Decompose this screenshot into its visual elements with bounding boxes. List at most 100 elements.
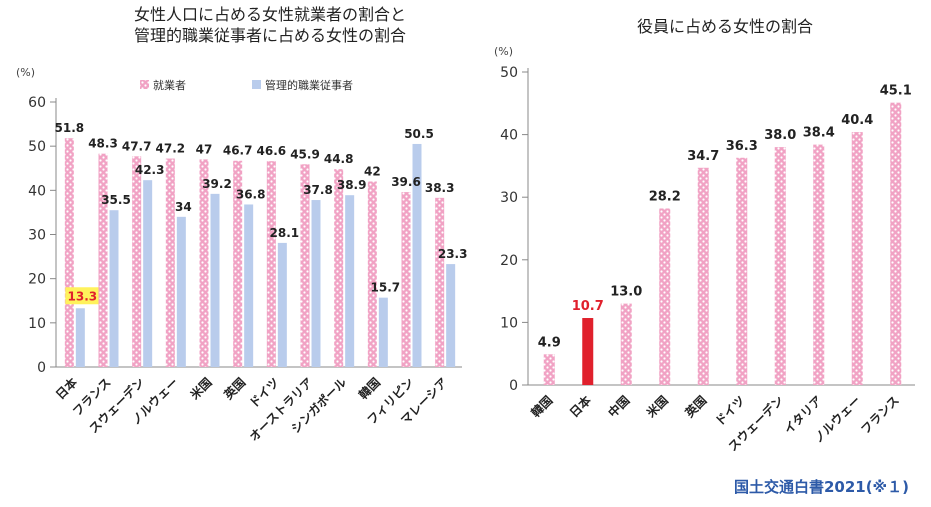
chart1-bar-managers-5 <box>244 204 254 367</box>
chart1-label-managers-11: 23.3 <box>438 247 468 261</box>
chart2-bar-7 <box>813 144 825 385</box>
chart1-label-employed-3: 47.2 <box>156 142 186 156</box>
chart2-category-9: フランス <box>858 393 902 437</box>
chart1-legend-swatch-employed <box>140 80 149 89</box>
chart2-bar-8 <box>851 132 863 385</box>
chart1-bar-managers-1 <box>109 210 119 367</box>
chart1-ytick-label-3: 30 <box>28 228 46 244</box>
chart1-bar-managers-10 <box>412 143 422 367</box>
chart1-label-managers-10: 50.5 <box>404 127 434 141</box>
chart1-title-line2: 管理的職業従事者に占める女性の割合 <box>133 26 406 45</box>
chart1-label-managers-6: 28.1 <box>270 226 300 240</box>
chart1-bar-employed-6 <box>266 161 276 367</box>
chart1-ytick-label-5: 50 <box>28 139 46 155</box>
chart1-label-managers-2: 42.3 <box>135 163 165 177</box>
chart1-bar-employed-4 <box>199 159 209 367</box>
chart1-bar-employed-7 <box>300 164 310 367</box>
chart2-ytick-label-3: 30 <box>500 190 518 206</box>
chart1-label-employed-10: 39.6 <box>391 175 421 189</box>
chart2-ytick-label-5: 50 <box>500 65 518 81</box>
chart1-category-0: 日本 <box>52 375 80 403</box>
chart1-ytick-label-1: 10 <box>28 316 46 332</box>
chart1-label-managers-1: 35.5 <box>101 193 131 207</box>
chart1-label-employed-8: 44.8 <box>324 152 354 166</box>
chart2-label-1: 10.7 <box>572 299 604 314</box>
chart2-bar-5 <box>736 157 748 385</box>
source-note: 国土交通白書2021(※１) <box>733 478 909 496</box>
chart1-bar-employed-1 <box>98 153 108 367</box>
chart1-label-managers-4: 39.2 <box>202 177 232 191</box>
chart1-bar-employed-9 <box>367 181 377 367</box>
chart2-label-7: 38.4 <box>803 126 835 141</box>
chart2-label-2: 13.0 <box>610 285 642 300</box>
chart1-bar-managers-6 <box>277 242 287 367</box>
chart1-label-managers-8: 38.9 <box>337 178 367 192</box>
chart1-label-employed-0: 51.8 <box>55 121 85 135</box>
chart1-label-employed-4: 47 <box>196 142 213 156</box>
chart1-label-managers-3: 34 <box>175 200 192 214</box>
chart1-label-managers-0: 13.3 <box>68 289 98 303</box>
chart1-bar-managers-0 <box>75 308 85 367</box>
chart1-label-managers-7: 37.8 <box>303 183 333 197</box>
chart1-label-employed-1: 48.3 <box>88 137 118 151</box>
chart2-category-0: 韓国 <box>528 393 556 421</box>
chart1-label-employed-7: 45.9 <box>290 147 320 161</box>
chart2-bar-1 <box>582 318 594 385</box>
chart1-bar-managers-4 <box>210 193 220 367</box>
chart2-label-9: 45.1 <box>880 84 912 99</box>
chart1-ytick-label-0: 0 <box>37 360 46 376</box>
chart1-ytick-label-4: 40 <box>28 183 46 199</box>
chart1-legend-label-employed: 就業者 <box>153 78 186 92</box>
chart2-category-4: 英国 <box>682 393 710 421</box>
chart2-ylabel: (%) <box>494 45 513 58</box>
chart1-category-9: 韓国 <box>355 375 383 403</box>
chart2-ytick-label-2: 20 <box>500 253 518 269</box>
chart1-category-4: 米国 <box>187 375 215 403</box>
chart1-bar-employed-0 <box>64 138 74 367</box>
chart2-label-8: 40.4 <box>841 113 873 128</box>
chart1-bar-managers-8 <box>345 195 355 367</box>
chart2-ytick-label-4: 40 <box>500 128 518 144</box>
chart2-title: 役員に占める女性の割合 <box>636 17 813 36</box>
chart1-legend-label-managers: 管理的職業従事者 <box>265 78 353 92</box>
chart1-bar-managers-3 <box>176 216 186 367</box>
chart2-bar-4 <box>697 167 709 385</box>
chart2-bar-3 <box>659 208 671 385</box>
chart1-label-employed-5: 46.7 <box>223 144 253 158</box>
chart1-label-employed-11: 38.3 <box>425 181 455 195</box>
chart1-bar-employed-8 <box>334 169 344 367</box>
chart1-title-line1: 女性人口に占める女性就業者の割合と <box>133 5 406 24</box>
chart1-label-employed-9: 42 <box>364 165 381 179</box>
chart1-title: 女性人口に占める女性就業者の割合と 管理的職業従事者に占める女性の割合 <box>60 4 480 46</box>
chart2-label-3: 28.2 <box>649 189 681 204</box>
chart2-category-1: 日本 <box>566 393 594 421</box>
chart2-bar-2 <box>620 303 632 385</box>
chart2-bar-6 <box>774 147 786 385</box>
chart1-bar-employed-3 <box>165 158 175 367</box>
chart1-label-employed-2: 47.7 <box>122 139 152 153</box>
chart2-category-5: ドイツ <box>713 393 748 428</box>
chart2-label-4: 34.7 <box>687 149 719 164</box>
chart2-category-2: 中国 <box>605 393 633 421</box>
chart1-label-managers-5: 36.8 <box>236 187 266 201</box>
chart1-legend-swatch-managers <box>252 80 261 89</box>
chart1-bar-employed-2 <box>132 156 142 367</box>
chart1-category-5: 英国 <box>221 375 249 403</box>
chart1-ytick-label-6: 60 <box>28 95 46 111</box>
chart2-ytick-label-0: 0 <box>509 378 518 394</box>
chart2: (%) 0 10 20 30 40 50 4.9 韓国 10.7 日本 13.0 中国 28.2 米国 34.… <box>494 45 915 454</box>
chart1-ytick-label-2: 20 <box>28 272 46 288</box>
chart1-label-managers-9: 15.7 <box>371 281 401 295</box>
chart1-bar-employed-11 <box>435 197 445 367</box>
chart1-bar-employed-5 <box>233 160 243 367</box>
chart1-bar-managers-2 <box>143 180 153 367</box>
chart2-label-0: 4.9 <box>538 335 561 350</box>
chart1-bar-managers-7 <box>311 200 321 367</box>
chart1-label-highlight-bg <box>65 287 100 305</box>
chart2-label-6: 38.0 <box>764 128 796 143</box>
chart1-bar-managers-11 <box>446 264 456 367</box>
chart2-category-3: 米国 <box>643 393 671 421</box>
chart1: (%) 0 10 20 30 40 50 60 就業者 管理的職業従事者 51.8 13.3 日本 48.… <box>16 66 467 444</box>
chart2-label-5: 36.3 <box>726 139 758 154</box>
